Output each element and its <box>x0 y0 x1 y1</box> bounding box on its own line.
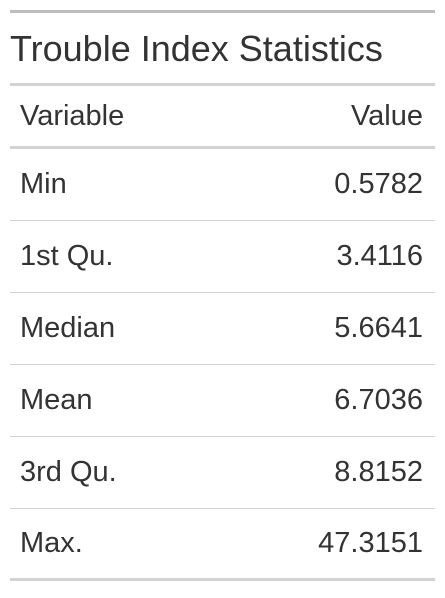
variable-cell: Mean <box>20 384 93 416</box>
column-header-value: Value <box>350 99 423 132</box>
table-row: Min 0.5782 <box>10 149 435 221</box>
variable-cell: 1st Qu. <box>20 240 114 272</box>
value-cell: 0.5782 <box>334 168 423 200</box>
value-cell: 8.8152 <box>334 456 423 488</box>
variable-cell: Max. <box>20 527 83 559</box>
table-row: 3rd Qu. 8.8152 <box>10 437 435 509</box>
table-row: Median 5.6641 <box>10 293 435 365</box>
value-cell: 3.4116 <box>336 240 423 272</box>
table-row: Max. 47.3151 <box>10 509 435 581</box>
table-row: 1st Qu. 3.4116 <box>10 221 435 293</box>
table-row: Mean 6.7036 <box>10 365 435 437</box>
variable-cell: 3rd Qu. <box>20 456 117 488</box>
value-cell: 6.7036 <box>334 384 423 416</box>
statistics-table: Trouble Index Statistics Variable Value … <box>10 10 435 581</box>
value-cell: 47.3151 <box>318 527 423 559</box>
column-header-variable: Variable <box>20 99 125 132</box>
table-header-row: Variable Value <box>10 86 435 149</box>
variable-cell: Median <box>20 312 116 344</box>
variable-cell: Min <box>20 168 67 200</box>
table-title: Trouble Index Statistics <box>10 10 435 86</box>
value-cell: 5.6641 <box>334 312 423 344</box>
